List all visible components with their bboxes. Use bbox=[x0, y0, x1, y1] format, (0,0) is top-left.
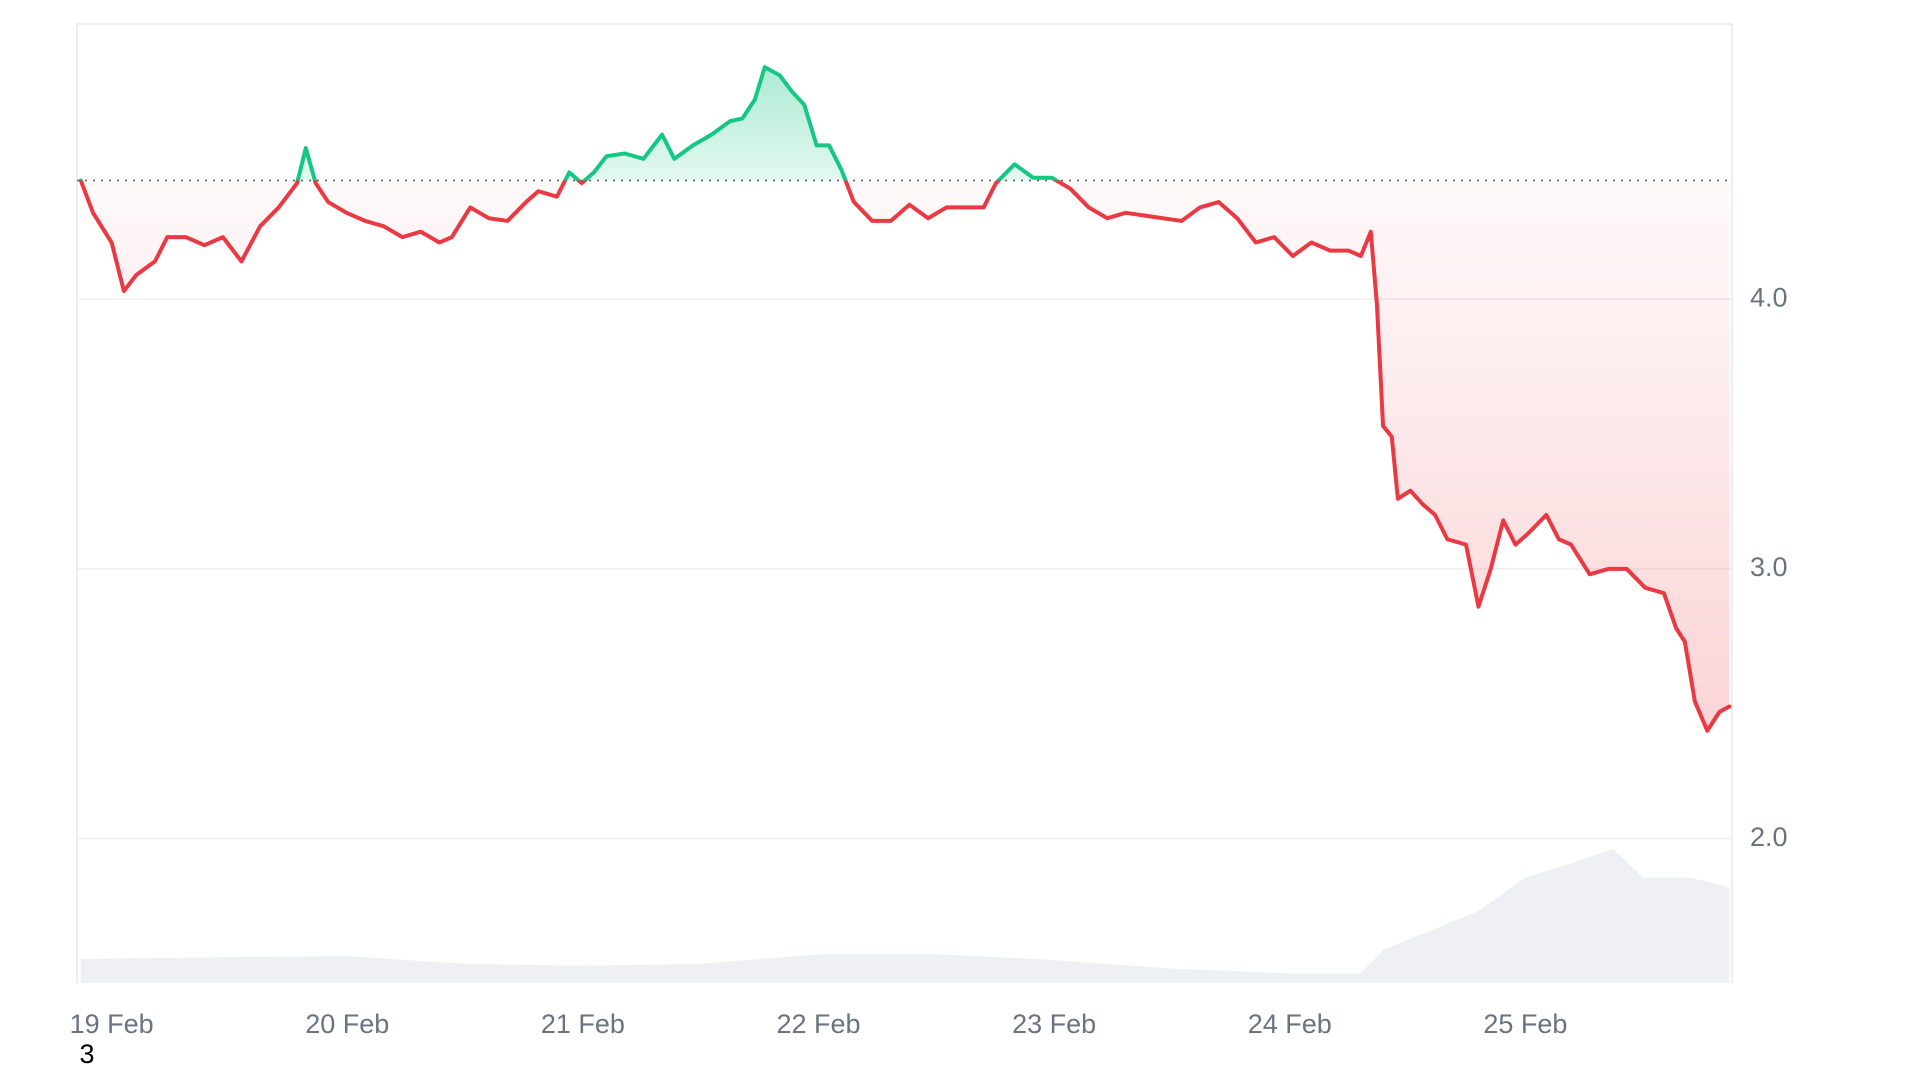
price-area bbox=[80, 67, 1730, 731]
price-line bbox=[78, 65, 1732, 733]
x-tick-label: 24 Feb bbox=[1248, 1009, 1332, 1039]
x-tick-label: 20 Feb bbox=[305, 1009, 389, 1039]
x-tick-label: 23 Feb bbox=[1012, 1009, 1096, 1039]
x-tick-label: 25 Feb bbox=[1483, 1009, 1567, 1039]
annotation: 3 bbox=[79, 1039, 94, 1069]
volume-area bbox=[80, 848, 1730, 983]
y-tick-label: 4.0 bbox=[1750, 282, 1788, 312]
plot-border bbox=[76, 23, 1733, 983]
x-tick-label: 21 Feb bbox=[541, 1009, 625, 1039]
y-tick-label: 2.0 bbox=[1750, 822, 1788, 852]
x-tick-label: 19 Feb bbox=[70, 1009, 154, 1039]
y-tick-label: 3.0 bbox=[1750, 552, 1788, 582]
x-tick-label: 22 Feb bbox=[776, 1009, 860, 1039]
